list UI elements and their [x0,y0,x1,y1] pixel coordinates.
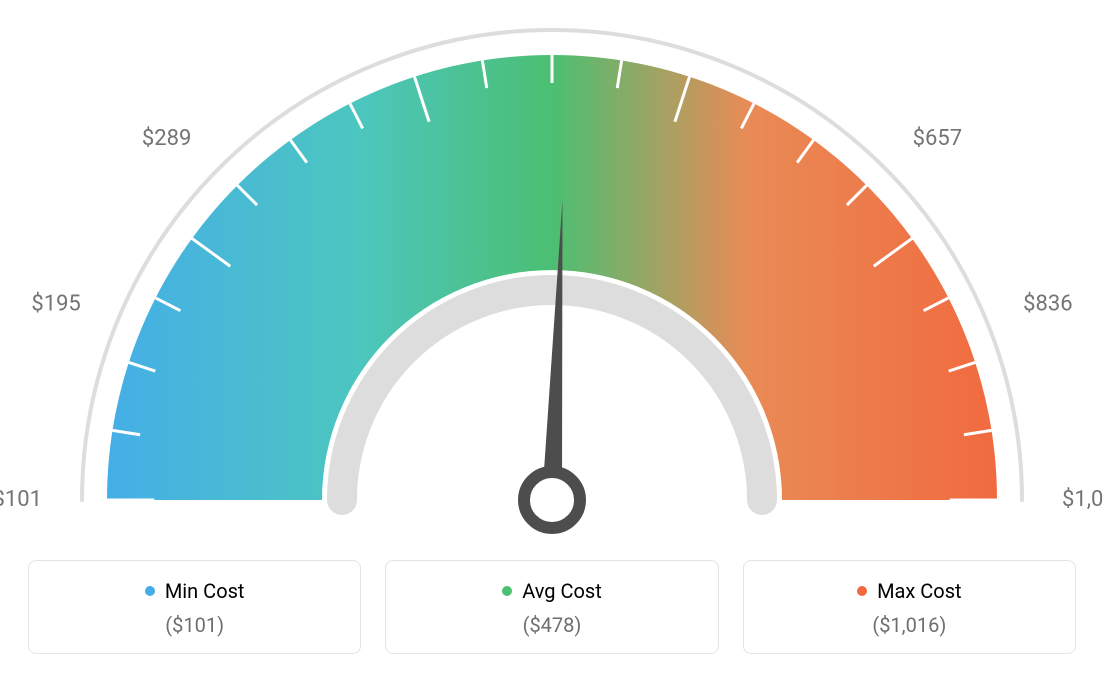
gauge-svg: $101 $195 $289 $478 $657 $836 $1,016 [0,0,1104,560]
legend-value-min: ($101) [29,613,360,637]
legend-row: Min Cost ($101) Avg Cost ($478) Max Cost… [0,560,1104,654]
legend-value-max: ($1,016) [744,613,1075,637]
legend-label-min: Min Cost [165,579,245,603]
tick-label: $1,016 [1062,487,1104,512]
legend-card-avg: Avg Cost ($478) [385,560,718,654]
legend-card-min: Min Cost ($101) [28,560,361,654]
tick-label: $289 [142,126,191,151]
legend-dot-max [857,586,867,596]
legend-label-max: Max Cost [877,579,962,603]
tick-label: $101 [0,487,42,512]
legend-label-avg: Avg Cost [522,579,602,603]
legend-value-avg: ($478) [386,613,717,637]
tick-label: $657 [913,126,962,151]
tick-label: $478 [527,0,576,2]
legend-dot-min [145,586,155,596]
gauge-chart: $101 $195 $289 $478 $657 $836 $1,016 [0,0,1104,560]
legend-dot-avg [502,586,512,596]
legend-title-max: Max Cost [857,579,962,603]
legend-title-min: Min Cost [145,579,245,603]
tick-label: $195 [31,292,80,317]
legend-title-avg: Avg Cost [502,579,602,603]
tick-label: $836 [1023,292,1072,317]
legend-card-max: Max Cost ($1,016) [743,560,1076,654]
